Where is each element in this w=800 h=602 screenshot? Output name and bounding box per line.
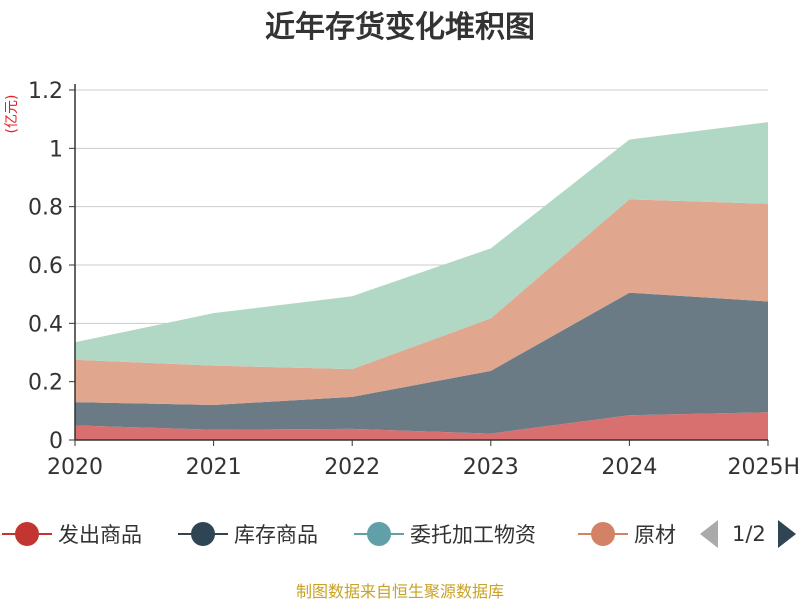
x-tick-label: 2024 [601,455,657,480]
y-tick-label: 0 [49,429,63,454]
x-tick-label: 2021 [186,455,242,480]
x-tick-label: 2022 [324,455,380,480]
legend-page-indicator: 1/2 [732,522,766,546]
legend-marker [354,522,404,546]
area-发出商品 [75,412,768,440]
area-series [75,122,768,440]
legend-marker [178,522,228,546]
y-tick-label: 0.8 [28,196,63,221]
y-tick-label: 0.4 [28,312,63,337]
legend-label: 委托加工物资 [410,523,536,547]
y-tick-label: 0.6 [28,254,63,279]
legend-item-kucun[interactable]: 库存商品 [178,512,318,556]
x-tick-label: 2025H [727,455,800,480]
legend-dot [191,522,215,546]
legend-pager: 1/2 [700,512,796,556]
area-原材料 [75,199,768,405]
legend-dot [367,522,391,546]
x-tick-label: 2023 [463,455,519,480]
next-page-icon[interactable] [777,520,796,548]
data-source-note: 制图数据来自恒生聚源数据库 [295,582,504,601]
legend-item-fachu[interactable]: 发出商品 [2,512,142,556]
legend-label: 库存商品 [234,523,318,547]
legend-dot [591,522,615,546]
y-tick-label: 1 [49,137,63,162]
area-其他 [75,122,768,370]
stacked-area-chart: 0 0.2 0.4 0.6 0.8 1 1.2 2020 2021 2022 2023 2024 202… [28,79,800,480]
chart-title: 近年存货变化堆积图 [265,10,535,45]
legend-label: 发出商品 [58,523,142,547]
legend-marker [578,522,628,546]
y-tick-label: 1.2 [28,79,63,104]
legend-marker [2,522,52,546]
legend-item-yuancai[interactable]: 原材 [578,512,728,556]
prev-page-icon[interactable] [700,520,718,548]
legend-label: 原材 [634,523,676,547]
axes: 0 0.2 0.4 0.6 0.8 1 1.2 2020 2021 2022 2023 2024 202… [28,79,800,480]
y-tick-label: 0.2 [28,371,63,396]
legend-dot [15,522,39,546]
x-tick-label: 2020 [47,455,103,480]
legend-item-weituo[interactable]: 委托加工物资 [354,512,536,556]
area-库存商品 [75,292,768,434]
legend: 发出商品 库存商品 委托加工物资 原材 [0,512,800,556]
